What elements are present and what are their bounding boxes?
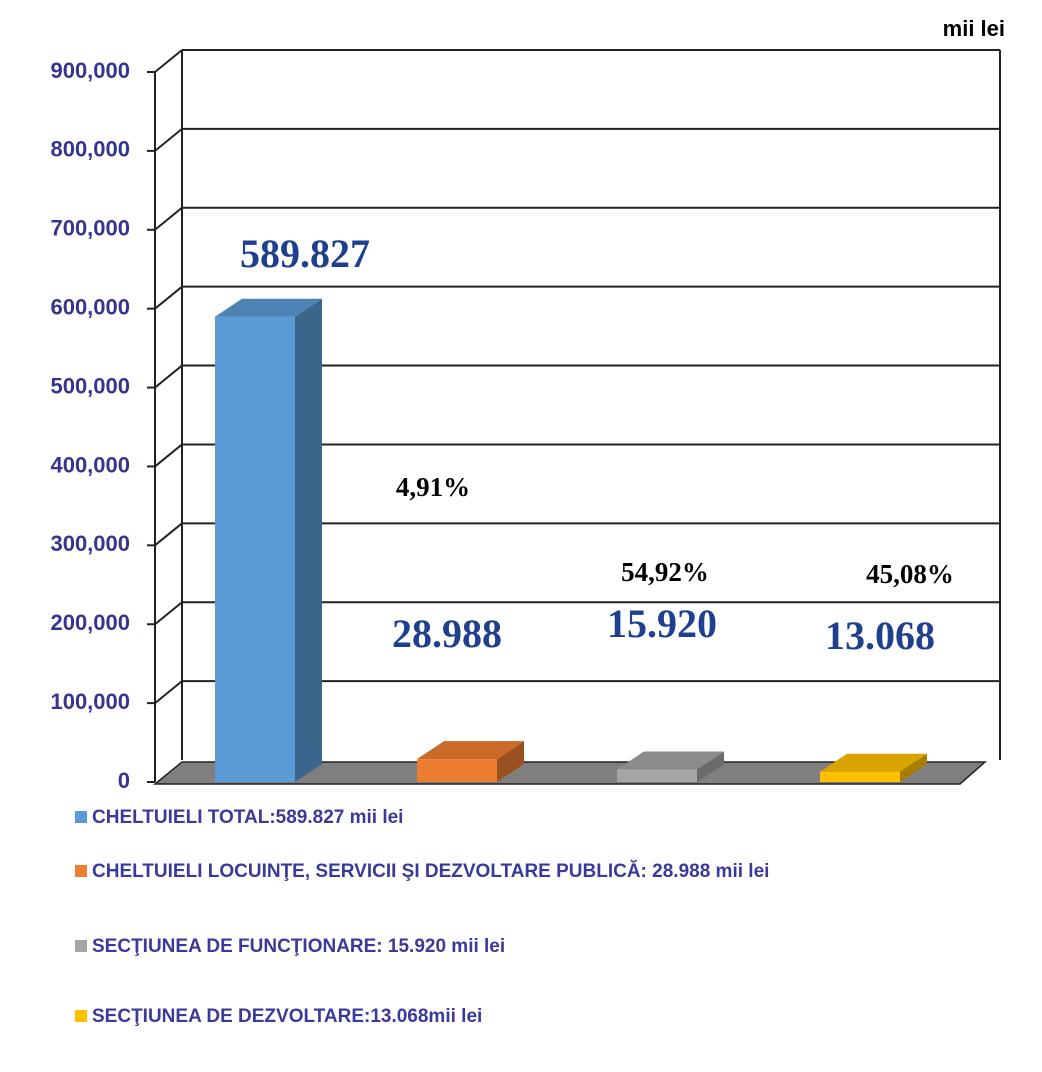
legend-swatch	[75, 940, 87, 952]
value-label: 589.827	[240, 231, 370, 276]
legend-item: SECŢIUNEA DE DEZVOLTARE:13.068mii lei	[75, 1002, 1030, 1032]
legend-swatch	[75, 865, 87, 877]
legend-label: CHELTUIELI LOCUINŢE, SERVICII ŞI DEZVOLT…	[92, 861, 770, 882]
y-tick-label: 900,000	[50, 58, 130, 83]
bar	[820, 771, 900, 782]
bar	[417, 759, 497, 782]
bar-side-shade	[697, 751, 724, 782]
bar-top	[417, 741, 524, 760]
unit-label: mii lei	[943, 16, 1005, 41]
y-tick-label: 400,000	[50, 452, 130, 477]
legend-item: CHELTUIELI LOCUINŢE, SERVICII ŞI DEZVOLT…	[75, 857, 1030, 887]
grid-line	[154, 443, 183, 468]
grid-line	[154, 601, 183, 625]
y-tick-label: 700,000	[50, 216, 130, 241]
bar-top-shade	[215, 298, 322, 317]
bar-top	[215, 298, 322, 317]
legend-swatch	[75, 1010, 87, 1022]
floor	[152, 761, 987, 785]
value-label: 28.988	[392, 611, 502, 656]
grid-line	[154, 128, 183, 152]
legend-item: CHELTUIELI TOTAL:589.827 mii lei	[75, 803, 1030, 833]
y-tick-label: 0	[118, 768, 130, 793]
legend-label: SECŢIUNEA DE DEZVOLTARE:13.068mii lei	[92, 1006, 483, 1027]
legend-item: SECŢIUNEA DE FUNCŢIONARE: 15.920 mii lei	[75, 932, 1030, 962]
value-label: 13.068	[825, 613, 935, 658]
bar-side	[697, 751, 724, 782]
y-tick-label: 300,000	[50, 531, 130, 556]
annotation: 4,91%	[396, 472, 470, 502]
grid-line	[154, 680, 183, 704]
legend-label: CHELTUIELI TOTAL:589.827 mii lei	[92, 807, 404, 828]
grid-line	[154, 364, 183, 389]
value-label: 15.920	[607, 601, 717, 646]
legend-label: SECŢIUNEA DE FUNCŢIONARE: 15.920 mii lei	[92, 936, 506, 957]
bar	[215, 316, 295, 782]
annotation: 54,92%	[621, 557, 709, 587]
grid-line	[154, 285, 183, 310]
bar-side	[295, 298, 322, 782]
grid-line	[154, 207, 183, 231]
bar	[617, 769, 697, 782]
y-tick-label: 600,000	[50, 294, 130, 319]
y-tick-label: 800,000	[50, 137, 130, 162]
bar-side-shade	[295, 298, 322, 782]
y-tick-label: 200,000	[50, 610, 130, 635]
legend-swatch	[75, 811, 87, 823]
bar-top	[617, 751, 724, 770]
bar-side-shade	[497, 741, 524, 782]
bar-side	[497, 741, 524, 782]
annotation: 45,08%	[866, 559, 954, 589]
bar-top-shade	[617, 751, 724, 770]
bar-top-shade	[820, 753, 927, 772]
y-tick-label: 500,000	[50, 373, 130, 398]
y-tick-label: 100,000	[50, 689, 130, 714]
chart: mii lei 0 100,000 200,000 300,000 400,000 500…	[50, 16, 1005, 793]
bar-top-shade	[417, 741, 524, 760]
bar-top	[820, 753, 927, 772]
grid-line	[154, 522, 183, 547]
bar-side-shade	[900, 753, 927, 782]
grid-line	[154, 49, 183, 73]
bar-side	[900, 753, 927, 782]
